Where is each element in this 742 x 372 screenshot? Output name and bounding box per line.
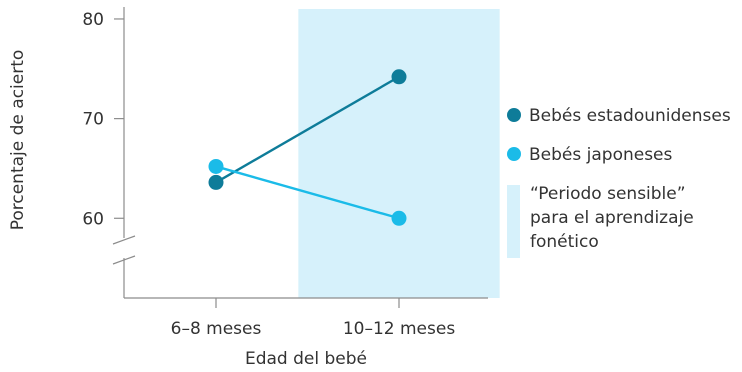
legend-label: Bebés estadounidenses xyxy=(529,106,731,126)
y-tick-label: 60 xyxy=(82,209,104,229)
legend: Bebés estadounidenses Bebés japoneses “Per… xyxy=(507,106,731,258)
series-line xyxy=(215,165,400,220)
axes: 60 70 80 6–8 meses 10–12 meses Edad del bebé P… xyxy=(8,7,488,369)
data-point xyxy=(208,158,224,174)
legend-band-swatch xyxy=(507,185,520,258)
data-point xyxy=(391,69,407,85)
sensitive-period-band xyxy=(298,9,500,298)
x-axis-title: Edad del bebé xyxy=(245,349,367,369)
y-axis-break-mark xyxy=(112,255,136,265)
y-tick-label: 80 xyxy=(82,10,104,30)
legend-band-label: para el aprendizaje xyxy=(530,208,694,228)
series-layer xyxy=(208,69,407,226)
legend-marker xyxy=(507,147,521,161)
y-tick-label: 70 xyxy=(82,110,104,130)
legend-band-label: “Periodo sensible” xyxy=(530,184,686,204)
legend-label: Bebés japoneses xyxy=(529,145,673,165)
legend-marker xyxy=(507,108,521,122)
x-tick-label: 6–8 meses xyxy=(171,319,262,339)
legend-band-label: fonético xyxy=(530,232,599,252)
y-axis-break-mark xyxy=(112,235,136,245)
data-point xyxy=(208,174,224,190)
data-point xyxy=(391,210,407,226)
sensitive-period-band-layer xyxy=(298,9,500,298)
x-tick-label: 10–12 meses xyxy=(343,319,456,339)
series-line xyxy=(215,75,400,184)
y-axis-title: Porcentaje de acierto xyxy=(8,50,28,231)
